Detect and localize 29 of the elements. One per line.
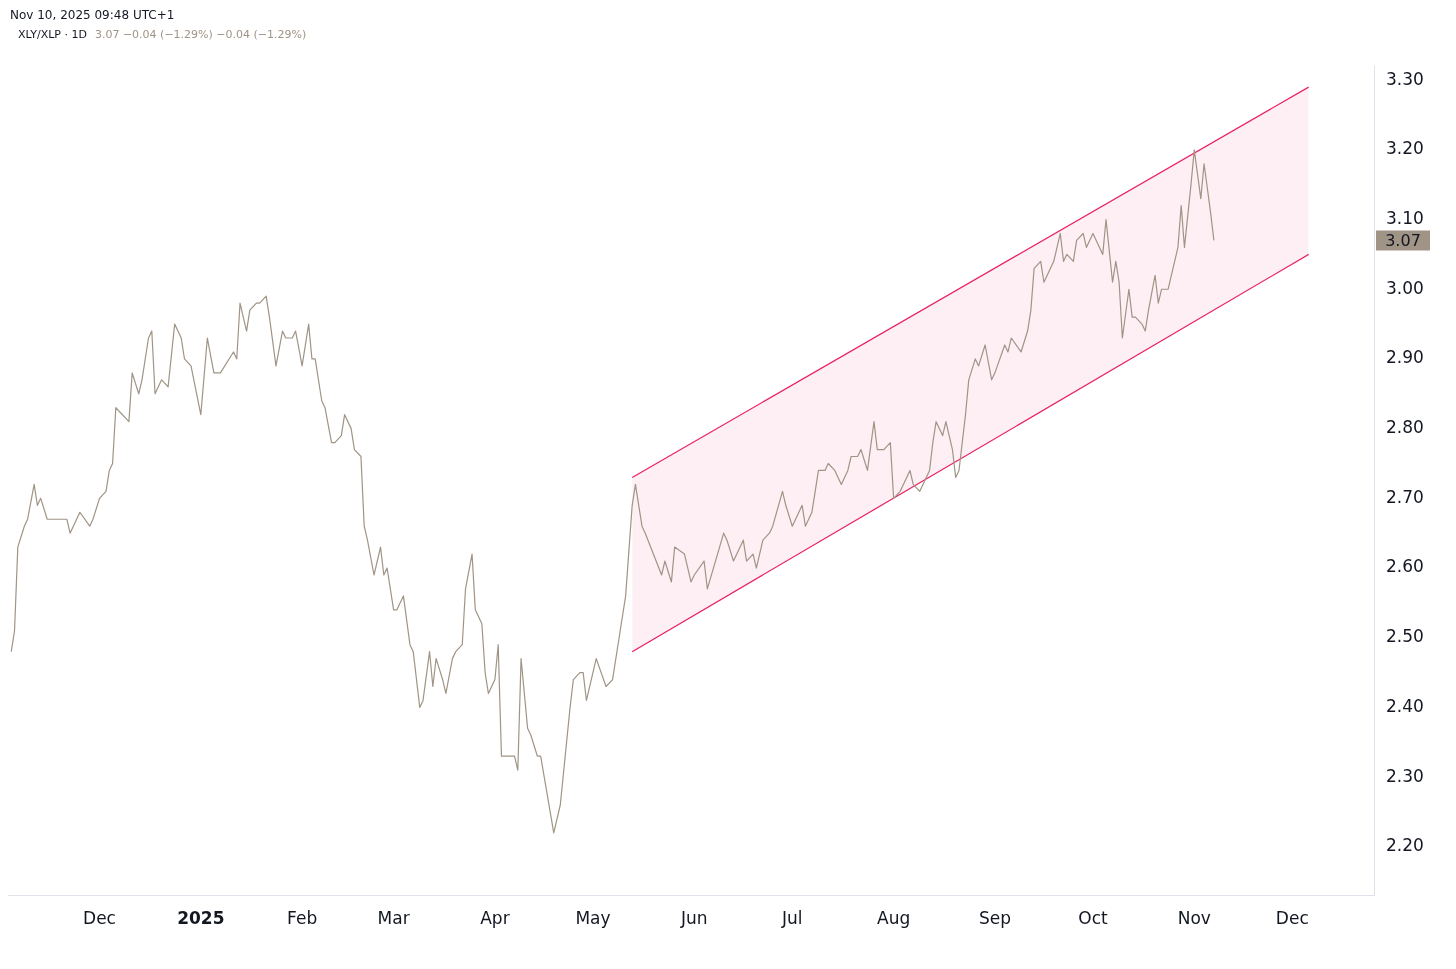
y-tick-label: 3.10 — [1386, 207, 1424, 228]
y-tick-label: 2.70 — [1386, 486, 1424, 507]
y-tick-label: 3.20 — [1386, 138, 1424, 159]
y-tick-label: 3.30 — [1386, 68, 1424, 89]
y-tick-label: 2.40 — [1386, 695, 1424, 716]
x-tick-label: Nov — [1177, 908, 1211, 929]
x-tick-label: May — [575, 908, 611, 929]
text: 3.07 — [1385, 230, 1421, 250]
x-tick-label: Mar — [377, 908, 410, 929]
y-tick-label: 2.60 — [1386, 556, 1424, 577]
chart-title: XLY/XLP · 1D — [18, 28, 87, 41]
x-tick-label: Jun — [679, 908, 708, 929]
y-tick-label: 2.90 — [1386, 347, 1424, 368]
chart-subtitle: 3.07 −0.04 (−1.29%) −0.04 (−1.29%) — [94, 28, 307, 41]
y-tick-label: 2.50 — [1386, 626, 1424, 647]
y-tick-label: 2.80 — [1386, 417, 1424, 438]
text: Nov 10, 2025 09:48 UTC+1 — [9, 8, 176, 24]
x-tick-label: Apr — [480, 908, 510, 929]
x-tick-label: 2025 — [177, 908, 225, 929]
y-tick-label: 2.20 — [1386, 835, 1424, 856]
x-tick-label: Aug — [877, 908, 911, 929]
y-tick-label: 3.00 — [1386, 277, 1424, 298]
x-tick-label: Jul — [781, 908, 803, 929]
x-tick-label: Sep — [978, 908, 1011, 929]
y-tick-label: 2.30 — [1386, 765, 1424, 786]
x-tick-label: Dec — [1275, 908, 1309, 929]
x-tick-label: Dec — [83, 908, 116, 929]
x-tick-label: Oct — [1078, 908, 1108, 929]
x-tick-label: Feb — [287, 908, 318, 929]
